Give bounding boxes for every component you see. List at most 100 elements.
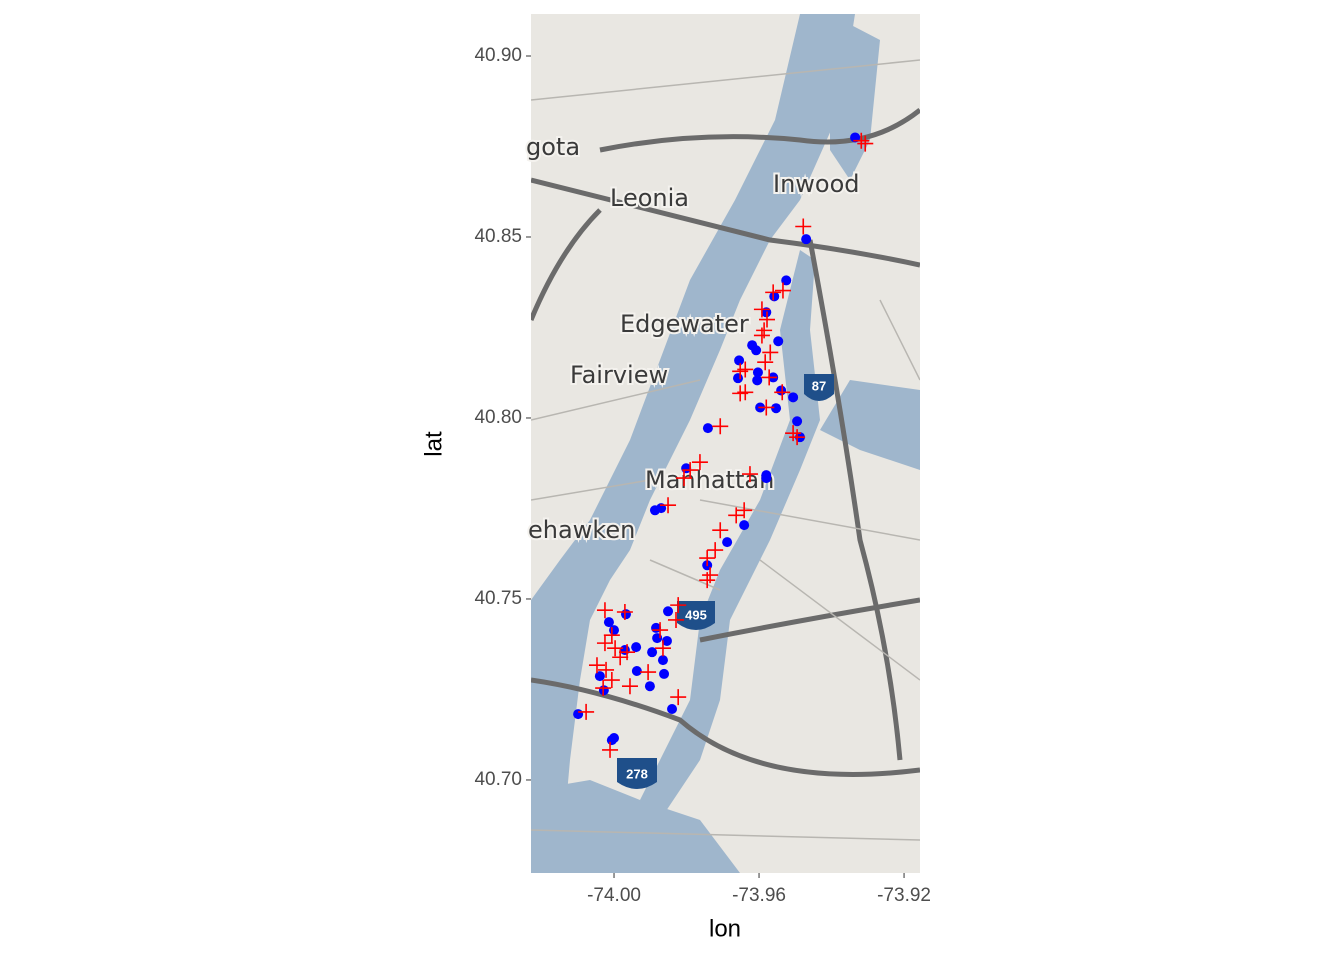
point — [732, 385, 749, 402]
point — [702, 423, 713, 434]
point — [758, 399, 775, 416]
point — [621, 678, 638, 695]
place-label: gota — [526, 133, 580, 161]
point — [619, 645, 630, 656]
shield — [617, 758, 657, 789]
y-tick-label: 40.85 — [474, 226, 522, 247]
point — [657, 655, 668, 666]
point — [853, 132, 870, 149]
point — [670, 689, 687, 706]
point — [596, 602, 613, 619]
point — [761, 473, 772, 484]
point — [734, 355, 745, 366]
point — [660, 497, 677, 514]
streets — [531, 59, 920, 841]
point — [707, 542, 724, 559]
point — [631, 666, 642, 677]
point — [771, 403, 782, 414]
y-tick-label: 40.75 — [474, 588, 522, 609]
shield-label: 87 — [812, 378, 826, 393]
point — [774, 384, 791, 401]
point — [675, 470, 692, 487]
point — [801, 234, 812, 245]
point — [792, 416, 803, 427]
point — [588, 657, 605, 674]
point — [612, 649, 629, 666]
point — [603, 617, 614, 628]
point — [699, 550, 716, 567]
point — [609, 625, 620, 636]
point — [759, 311, 776, 328]
point — [603, 672, 620, 689]
point — [603, 627, 620, 644]
point — [670, 597, 687, 614]
point — [602, 741, 619, 758]
point — [640, 664, 657, 681]
y-tick-label: 40.70 — [474, 769, 522, 790]
place-label: Edgewater — [620, 310, 749, 338]
y-tick-label: 40.90 — [474, 45, 522, 66]
point — [752, 375, 763, 386]
point — [595, 680, 612, 697]
y-axis-title: lat — [420, 431, 447, 457]
y-tick-label: 40.80 — [474, 407, 522, 428]
point — [769, 291, 780, 302]
point — [699, 572, 716, 589]
place-label: Inwood — [773, 170, 860, 198]
shield-label: 495 — [685, 607, 707, 622]
shield-label: 278 — [626, 766, 648, 781]
point — [722, 537, 733, 548]
point — [652, 622, 669, 639]
place-label: Fairview — [570, 361, 668, 389]
point — [751, 345, 762, 356]
point — [667, 704, 678, 715]
point — [647, 647, 658, 658]
point — [728, 507, 745, 524]
point — [573, 709, 584, 720]
point — [663, 606, 674, 617]
point — [741, 466, 758, 483]
point — [596, 635, 613, 652]
point — [753, 301, 770, 318]
point — [616, 604, 633, 621]
point — [795, 218, 812, 235]
point — [578, 703, 595, 720]
roads — [531, 108, 920, 777]
point — [773, 336, 784, 347]
point — [631, 642, 642, 653]
point — [737, 361, 754, 378]
shield — [804, 374, 834, 401]
point — [765, 284, 782, 301]
point — [598, 661, 615, 678]
point — [789, 429, 806, 446]
point — [712, 418, 729, 435]
point — [785, 425, 802, 442]
point — [659, 668, 670, 679]
point — [644, 681, 655, 692]
point — [691, 454, 708, 471]
map-background — [531, 14, 920, 873]
point — [757, 354, 774, 371]
point — [788, 392, 799, 403]
point — [776, 385, 787, 396]
place-label: ehawken — [528, 516, 635, 544]
x-tick-label: -74.00 — [587, 885, 641, 906]
point — [620, 609, 631, 620]
point — [661, 635, 672, 646]
x-tick-label: -73.92 — [877, 885, 931, 906]
shield — [677, 601, 715, 630]
point — [654, 640, 671, 657]
point — [857, 135, 874, 152]
place-label: Leonia — [610, 184, 689, 212]
point — [733, 373, 744, 384]
point — [682, 462, 699, 479]
place-label: Manhattan — [645, 466, 774, 494]
x-axis-title: lon — [709, 915, 741, 942]
point — [753, 327, 770, 344]
point — [712, 522, 729, 539]
point — [762, 344, 779, 361]
point — [752, 367, 763, 378]
point — [774, 282, 791, 299]
x-tick-label: -73.96 — [732, 885, 786, 906]
